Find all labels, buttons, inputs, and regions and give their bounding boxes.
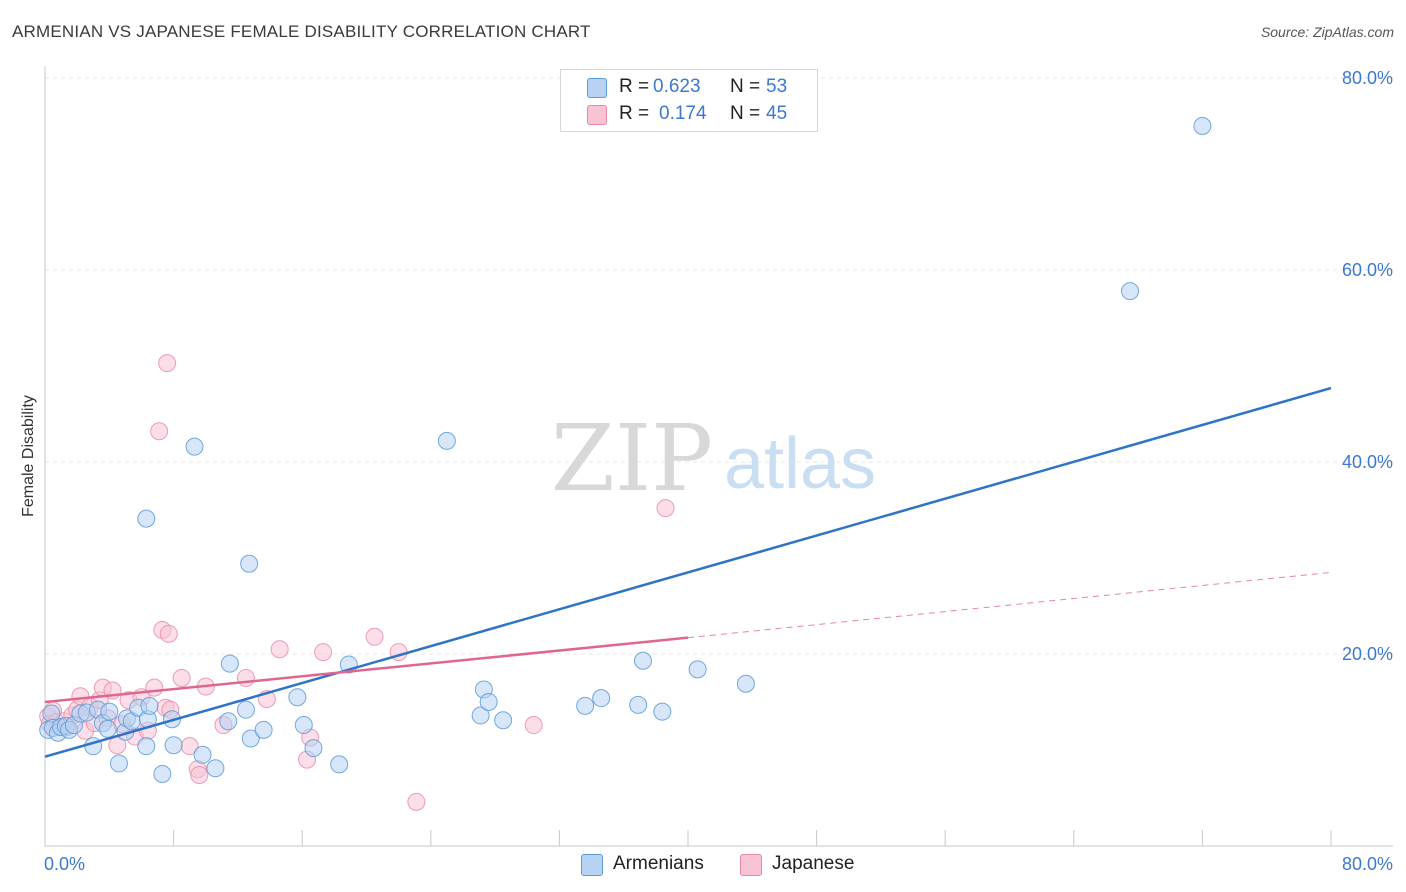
japanese-trend-line — [44, 636, 689, 704]
trend-lines — [44, 386, 1332, 758]
japanese-point — [314, 643, 333, 662]
armenians-r-value: 0.623 — [653, 76, 701, 97]
armenian-point — [592, 689, 611, 708]
x-tick-labels: 0.0% 80.0% — [44, 854, 1393, 874]
armenian-point — [236, 700, 255, 719]
armenian-point — [98, 719, 117, 738]
armenian-point — [241, 729, 260, 748]
y-tick-label: 20.0% — [1342, 644, 1393, 664]
armenians-points — [39, 117, 1212, 783]
armenian-point — [1193, 117, 1212, 135]
japanese-legend-label: Japanese — [772, 853, 855, 874]
armenian-point — [304, 739, 323, 758]
japanese-point — [150, 422, 169, 441]
japanese-swatch — [587, 105, 607, 125]
watermark: ZIP atlas — [551, 405, 876, 512]
n-label: N = — [730, 103, 761, 124]
armenian-point — [219, 712, 238, 731]
armenian-point — [193, 745, 212, 764]
watermark-zip: ZIP — [551, 405, 713, 512]
x-tick-label: 80.0% — [1342, 854, 1393, 874]
stats-legend: R = 0.623 N = 53 R = 0.174 N = 45 — [560, 69, 818, 132]
armenian-point — [688, 660, 707, 679]
japanese-point — [190, 765, 209, 784]
axes — [44, 66, 1393, 847]
japanese-point — [172, 669, 191, 687]
japanese-point — [145, 678, 164, 697]
armenian-point — [653, 702, 672, 721]
r-label: R = — [619, 76, 650, 97]
japanese-point — [158, 354, 177, 373]
japanese-point — [270, 640, 289, 659]
y-tick-label: 60.0% — [1342, 260, 1393, 280]
n-label: N = — [730, 76, 761, 97]
armenians-legend-swatch — [581, 854, 603, 876]
armenian-point — [629, 695, 648, 714]
japanese-n-value: 45 — [766, 103, 788, 124]
armenian-point — [479, 693, 498, 711]
chart-title: ARMENIAN VS JAPANESE FEMALE DISABILITY C… — [12, 22, 591, 41]
y-tick-label: 80.0% — [1342, 68, 1393, 88]
watermark-atlas: atlas — [724, 424, 876, 504]
armenian-point — [576, 696, 595, 715]
armenian-point — [100, 702, 119, 721]
armenian-point — [1121, 282, 1140, 301]
japanese-point — [656, 499, 675, 518]
armenian-point — [633, 651, 652, 670]
x-tick-label: 0.0% — [44, 854, 85, 874]
armenian-point — [137, 509, 156, 528]
armenian-point — [294, 716, 313, 735]
japanese-point — [236, 669, 255, 687]
armenian-point — [240, 554, 259, 573]
armenian-point — [140, 696, 159, 715]
armenian-point — [164, 736, 183, 755]
armenian-point — [206, 759, 225, 778]
japanese-legend-swatch — [740, 854, 762, 876]
source-label: Source: ZipAtlas.com — [1260, 24, 1394, 40]
armenians-legend-label: Armenians — [613, 853, 704, 874]
armenians-swatch — [587, 78, 607, 98]
y-tick-labels: 80.0% 60.0% 40.0% 20.0% — [1342, 68, 1393, 664]
r-label: R = — [619, 103, 650, 124]
armenian-point — [220, 654, 239, 673]
armenian-point — [185, 437, 204, 456]
japanese-trend-extension — [687, 571, 1332, 639]
japanese-point — [407, 792, 426, 811]
japanese-r-value: 0.174 — [659, 103, 707, 124]
armenian-point — [437, 431, 456, 450]
japanese-point — [524, 716, 543, 735]
armenian-point — [254, 720, 273, 739]
japanese-point — [365, 627, 384, 646]
japanese-point — [159, 624, 178, 643]
y-axis-label: Female Disability — [20, 395, 37, 517]
armenian-point — [153, 765, 172, 783]
armenian-point — [471, 706, 490, 725]
armenian-point — [330, 755, 349, 774]
armenians-n-value: 53 — [766, 76, 788, 97]
armenian-point — [109, 754, 128, 773]
armenians-trend-line — [44, 386, 1332, 758]
y-tick-label: 40.0% — [1342, 452, 1393, 472]
armenian-point — [137, 737, 156, 756]
armenian-point — [494, 711, 513, 730]
armenian-point — [288, 688, 307, 707]
armenian-point — [736, 674, 755, 693]
